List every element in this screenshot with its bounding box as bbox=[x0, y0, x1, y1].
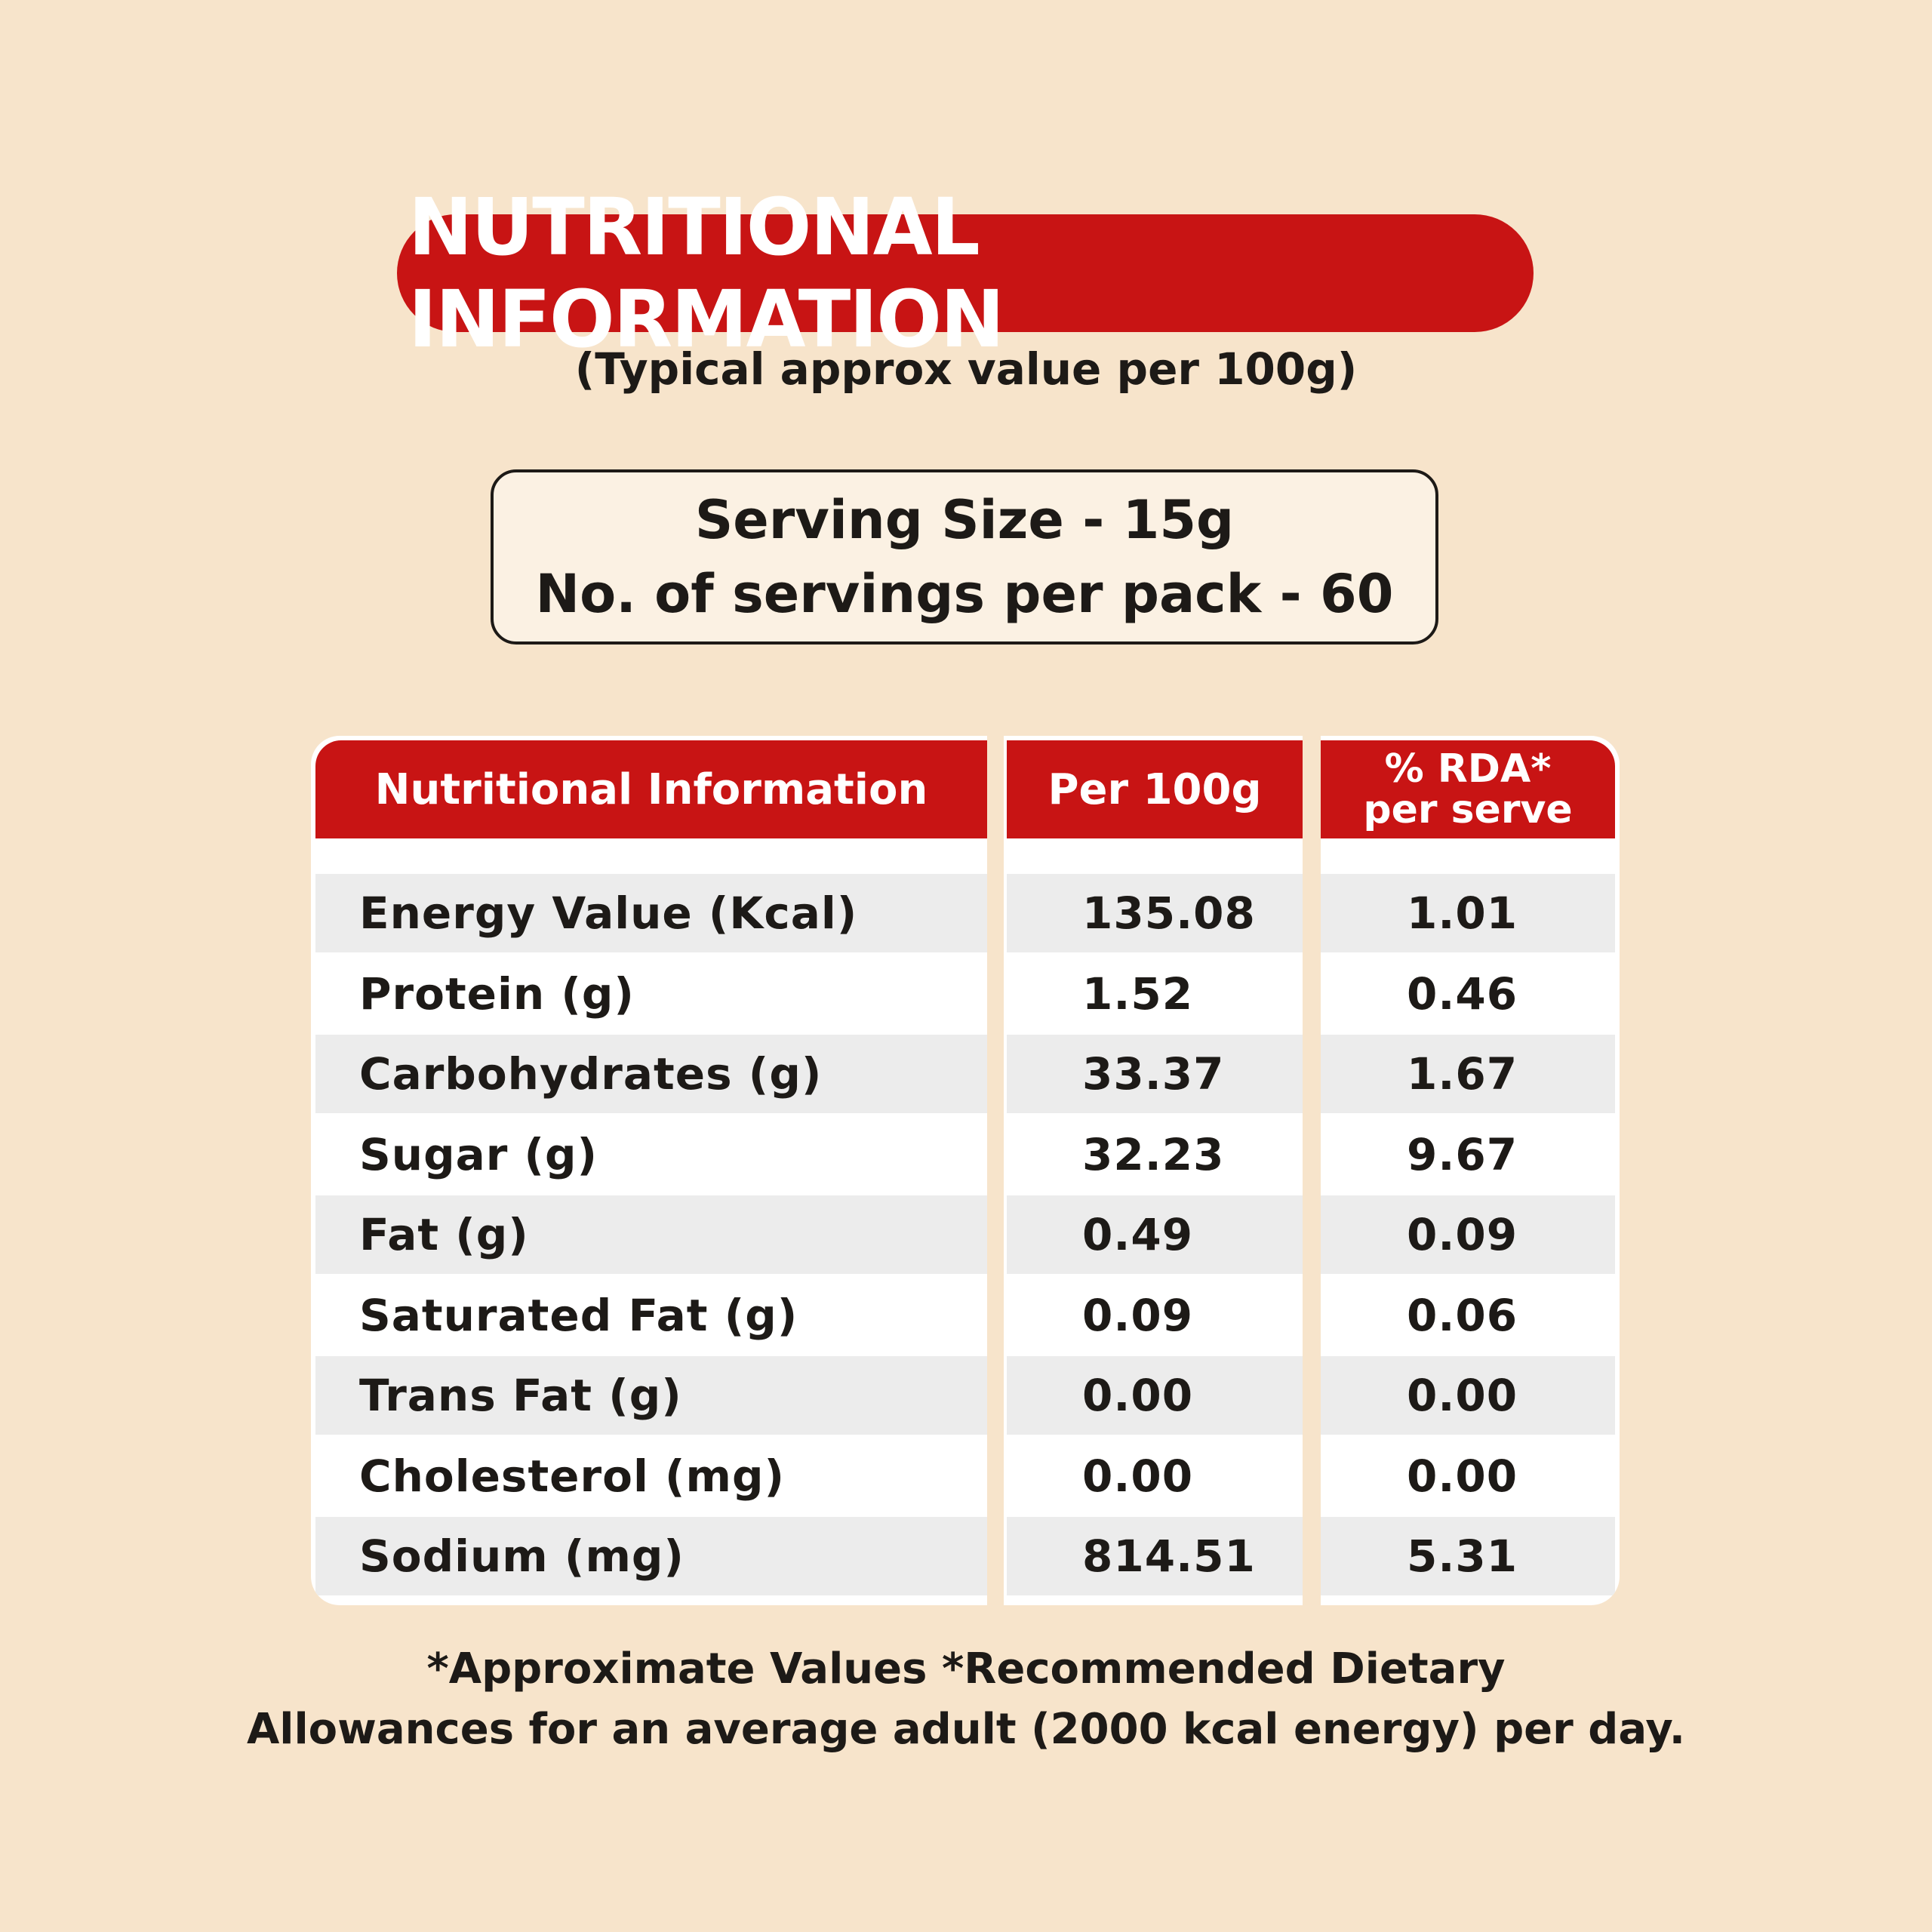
rda-value: 9.67 bbox=[1407, 1128, 1518, 1180]
per-100g-value: 0.00 bbox=[1007, 1356, 1303, 1435]
per-100g-value: 0.09 bbox=[1082, 1289, 1194, 1341]
rda-value: 1.01 bbox=[1321, 874, 1615, 952]
nutrient-name: Sodium (mg) bbox=[315, 1517, 987, 1595]
table-row: Protein (g) 1.52 0.46 bbox=[311, 955, 1620, 1035]
footnote: *Approximate Values *Recommended Dietary… bbox=[0, 1639, 1932, 1760]
per-100g-value: 0.49 bbox=[1007, 1195, 1303, 1274]
page-title: NUTRITIONAL INFORMATION bbox=[408, 181, 1004, 365]
nutrition-table: Nutritional Information Per 100g % RDA* … bbox=[311, 736, 1620, 1605]
column-divider bbox=[987, 736, 1004, 1605]
nutrient-name: Trans Fat (g) bbox=[315, 1356, 987, 1435]
nutrient-name: Saturated Fat (g) bbox=[359, 1289, 798, 1341]
table-row: Energy Value (Kcal) 135.08 1.01 bbox=[311, 874, 1620, 955]
per-100g-value: 814.51 bbox=[1007, 1517, 1303, 1595]
per-100g-value: 33.37 bbox=[1007, 1035, 1303, 1113]
column-divider bbox=[1303, 736, 1321, 1605]
table-row: Carbohydrates (g) 33.37 1.67 bbox=[311, 1035, 1620, 1115]
rda-value: 1.67 bbox=[1321, 1035, 1615, 1113]
footnote-line2: Allowances for an average adult (2000 kc… bbox=[246, 1705, 1686, 1754]
per-100g-value: 135.08 bbox=[1007, 874, 1303, 952]
table-row: Cholesterol (mg) 0.00 0.00 bbox=[311, 1437, 1620, 1518]
header-rda: % RDA* per serve bbox=[1321, 740, 1615, 838]
header-rda-line2: per serve bbox=[1363, 787, 1573, 832]
header-per-100g: Per 100g bbox=[1007, 740, 1303, 838]
per-100g-value: 1.52 bbox=[1082, 968, 1194, 1020]
rda-value: 0.00 bbox=[1321, 1356, 1615, 1435]
footnote-line1: *Approximate Values *Recommended Dietary bbox=[426, 1644, 1506, 1694]
nutrient-name: Protein (g) bbox=[359, 968, 635, 1020]
header-rda-line1: % RDA* bbox=[1384, 746, 1552, 792]
nutrient-name: Fat (g) bbox=[315, 1195, 987, 1274]
per-100g-value: 0.00 bbox=[1082, 1450, 1194, 1502]
table-row: Sugar (g) 32.23 9.67 bbox=[311, 1115, 1620, 1196]
title-banner: NUTRITIONAL INFORMATION bbox=[397, 181, 1534, 365]
header-nutrient: Nutritional Information bbox=[315, 740, 987, 838]
nutrient-name: Cholesterol (mg) bbox=[359, 1450, 785, 1502]
per-100g-value: 32.23 bbox=[1082, 1128, 1225, 1180]
rda-value: 0.46 bbox=[1407, 968, 1518, 1020]
rda-value: 0.06 bbox=[1407, 1289, 1518, 1341]
nutrient-name: Sugar (g) bbox=[359, 1128, 598, 1180]
servings-per-pack: No. of servings per pack - 60 bbox=[535, 563, 1394, 625]
table-row: Sodium (mg) 814.51 5.31 bbox=[311, 1517, 1620, 1598]
rda-value: 5.31 bbox=[1321, 1517, 1615, 1595]
table-row: Fat (g) 0.49 0.09 bbox=[311, 1195, 1620, 1276]
rda-value: 0.09 bbox=[1321, 1195, 1615, 1274]
serving-info-box: Serving Size - 15g No. of servings per p… bbox=[491, 469, 1438, 645]
nutrient-name: Carbohydrates (g) bbox=[315, 1035, 987, 1113]
table-row: Trans Fat (g) 0.00 0.00 bbox=[311, 1356, 1620, 1437]
nutrient-name: Energy Value (Kcal) bbox=[315, 874, 987, 952]
rda-value: 0.00 bbox=[1407, 1450, 1518, 1502]
serving-size: Serving Size - 15g bbox=[694, 489, 1235, 551]
table-row: Saturated Fat (g) 0.09 0.06 bbox=[311, 1276, 1620, 1357]
table-body: Energy Value (Kcal) 135.08 1.01 Protein … bbox=[311, 874, 1620, 1598]
subtitle: (Typical approx value per 100g) bbox=[574, 343, 1358, 395]
